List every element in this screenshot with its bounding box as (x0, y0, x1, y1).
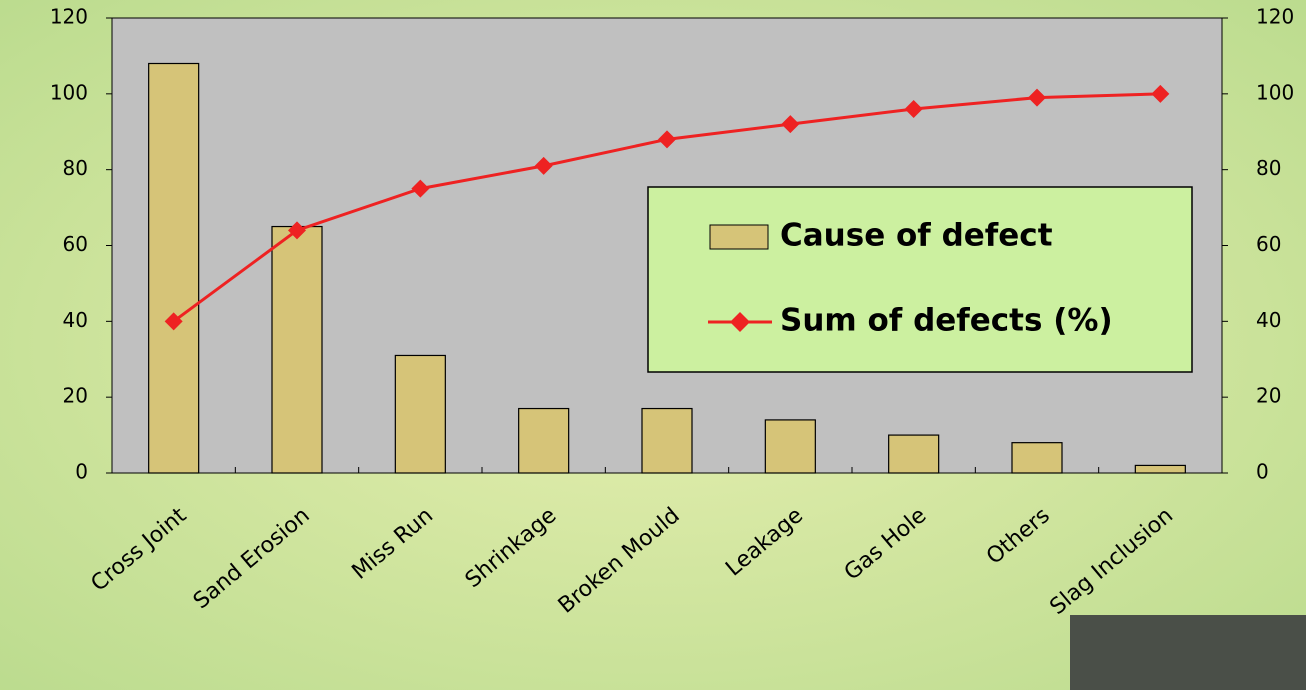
y-tick-label: 40 (63, 308, 88, 332)
marker (534, 156, 553, 175)
legend-box (647, 186, 1193, 373)
y-tick-label: 20 (63, 384, 88, 408)
y2-tick-label: 80 (1256, 156, 1281, 180)
marker (164, 312, 183, 331)
y-tick-label: 0 (75, 460, 88, 484)
y2-tick-label: 60 (1256, 232, 1281, 256)
y-tick-label: 120 (50, 5, 88, 29)
y-tick-label: 100 (50, 80, 88, 104)
marker (1028, 88, 1046, 107)
legend-label: Cause of defect (780, 218, 1053, 254)
y2-tick-label: 120 (1256, 5, 1294, 29)
bar (271, 225, 323, 474)
y2-tick-label: 100 (1256, 80, 1294, 104)
legend-swatch (709, 224, 769, 250)
bar (888, 434, 940, 474)
bar (394, 354, 446, 474)
y-tick-label: 80 (63, 156, 88, 180)
marker (781, 115, 800, 134)
bar (148, 62, 200, 474)
bar (1134, 464, 1186, 474)
legend-label: Sum of defects (%) (780, 303, 1113, 339)
bar (518, 407, 570, 474)
y-tick-label: 60 (63, 232, 88, 256)
marker (904, 100, 923, 118)
y2-tick-label: 40 (1256, 308, 1281, 332)
marker (288, 221, 306, 240)
legend-marker (730, 312, 750, 332)
bar (1011, 442, 1063, 474)
marker (658, 130, 676, 149)
legend: Cause of defect Sum of defects (%) (647, 186, 1193, 373)
y2-tick-label: 20 (1256, 384, 1281, 408)
marker (1151, 84, 1170, 103)
photo (1070, 615, 1306, 690)
y2-tick-label: 0 (1256, 460, 1269, 484)
marker (411, 179, 430, 198)
bar (641, 407, 693, 474)
bar (764, 419, 816, 474)
